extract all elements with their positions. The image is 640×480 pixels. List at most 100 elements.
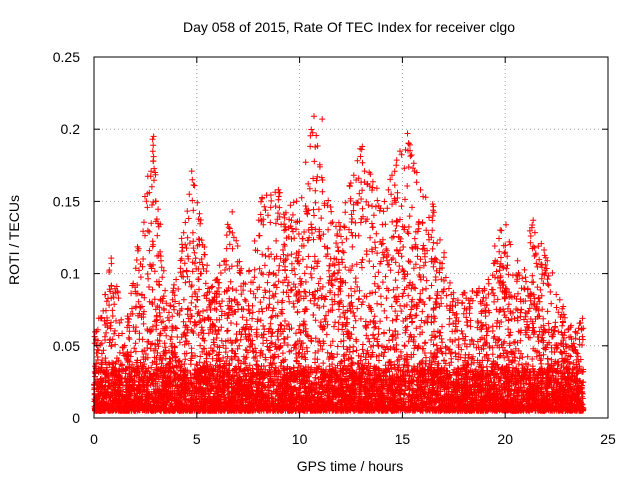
data-point (501, 354, 508, 361)
data-point (240, 353, 247, 360)
data-point (432, 333, 439, 340)
data-point (496, 248, 503, 255)
data-point (324, 321, 331, 328)
data-point (352, 317, 359, 324)
data-point (467, 323, 474, 330)
data-point (391, 361, 398, 368)
data-point (536, 256, 543, 263)
data-point (536, 328, 543, 335)
data-point (342, 209, 349, 216)
data-point (369, 187, 375, 194)
data-point (106, 286, 113, 293)
data-point (250, 355, 257, 361)
data-point (288, 260, 295, 267)
data-point (309, 129, 316, 136)
data-point (385, 359, 392, 366)
data-point (281, 277, 288, 283)
data-point (151, 268, 158, 275)
data-point (185, 315, 192, 322)
data-point (299, 235, 306, 242)
data-point (510, 309, 516, 316)
data-point (541, 247, 548, 253)
data-point (408, 306, 415, 313)
data-point (189, 229, 196, 236)
data-point (299, 256, 306, 263)
data-point (311, 212, 317, 219)
data-point (210, 348, 217, 355)
data-point (463, 314, 470, 321)
data-point (195, 236, 202, 242)
data-point (394, 218, 401, 225)
data-point (196, 286, 202, 293)
data-point (298, 194, 305, 201)
data-point (406, 213, 413, 220)
data-point (290, 199, 297, 206)
data-point (296, 349, 303, 356)
data-point (341, 362, 348, 369)
data-point (405, 164, 412, 170)
data-point (334, 343, 341, 350)
data-point (461, 305, 468, 312)
data-point (498, 254, 504, 261)
data-point (439, 323, 445, 330)
data-point (418, 359, 425, 366)
data-point (142, 193, 148, 200)
data-point (105, 295, 111, 302)
data-point (455, 336, 462, 343)
data-point (371, 280, 378, 287)
data-point (336, 261, 342, 268)
data-point (281, 221, 288, 228)
data-point (469, 288, 476, 295)
data-point (229, 208, 236, 215)
data-point (296, 322, 303, 329)
data-point (357, 219, 364, 226)
data-point (268, 314, 274, 321)
data-point (103, 298, 110, 305)
data-point (540, 329, 547, 336)
data-point (251, 238, 258, 244)
data-point (208, 284, 215, 291)
data-point (220, 354, 227, 361)
data-point (194, 199, 201, 206)
data-point (148, 220, 155, 227)
data-point (442, 360, 449, 367)
data-point (102, 291, 108, 298)
data-point (140, 320, 147, 327)
data-point (116, 319, 123, 326)
data-point (353, 261, 360, 268)
data-point (423, 354, 429, 361)
data-point (380, 208, 387, 215)
data-point (284, 282, 291, 289)
data-point (421, 350, 428, 356)
data-point (380, 353, 387, 360)
data-point (349, 263, 356, 269)
data-point (394, 284, 401, 291)
data-point (420, 242, 427, 249)
data-point (182, 279, 189, 286)
data-point (340, 303, 347, 310)
data-point (344, 346, 351, 353)
data-point (410, 165, 416, 172)
data-point (519, 275, 526, 282)
data-point (267, 347, 274, 354)
data-point (454, 297, 461, 304)
data-point (292, 271, 299, 278)
data-point (166, 317, 173, 324)
data-point (369, 184, 376, 191)
data-point (397, 238, 404, 245)
data-point (268, 333, 275, 340)
data-point (423, 277, 430, 284)
data-point (375, 325, 382, 332)
data-point (297, 282, 304, 288)
data-point (361, 293, 368, 300)
data-point (281, 214, 288, 221)
data-point (504, 353, 511, 360)
data-point (359, 205, 366, 212)
data-point (184, 326, 191, 333)
data-point (445, 285, 452, 292)
data-point (548, 300, 555, 307)
data-point (319, 283, 326, 290)
data-point (446, 307, 453, 314)
data-point (132, 328, 139, 335)
